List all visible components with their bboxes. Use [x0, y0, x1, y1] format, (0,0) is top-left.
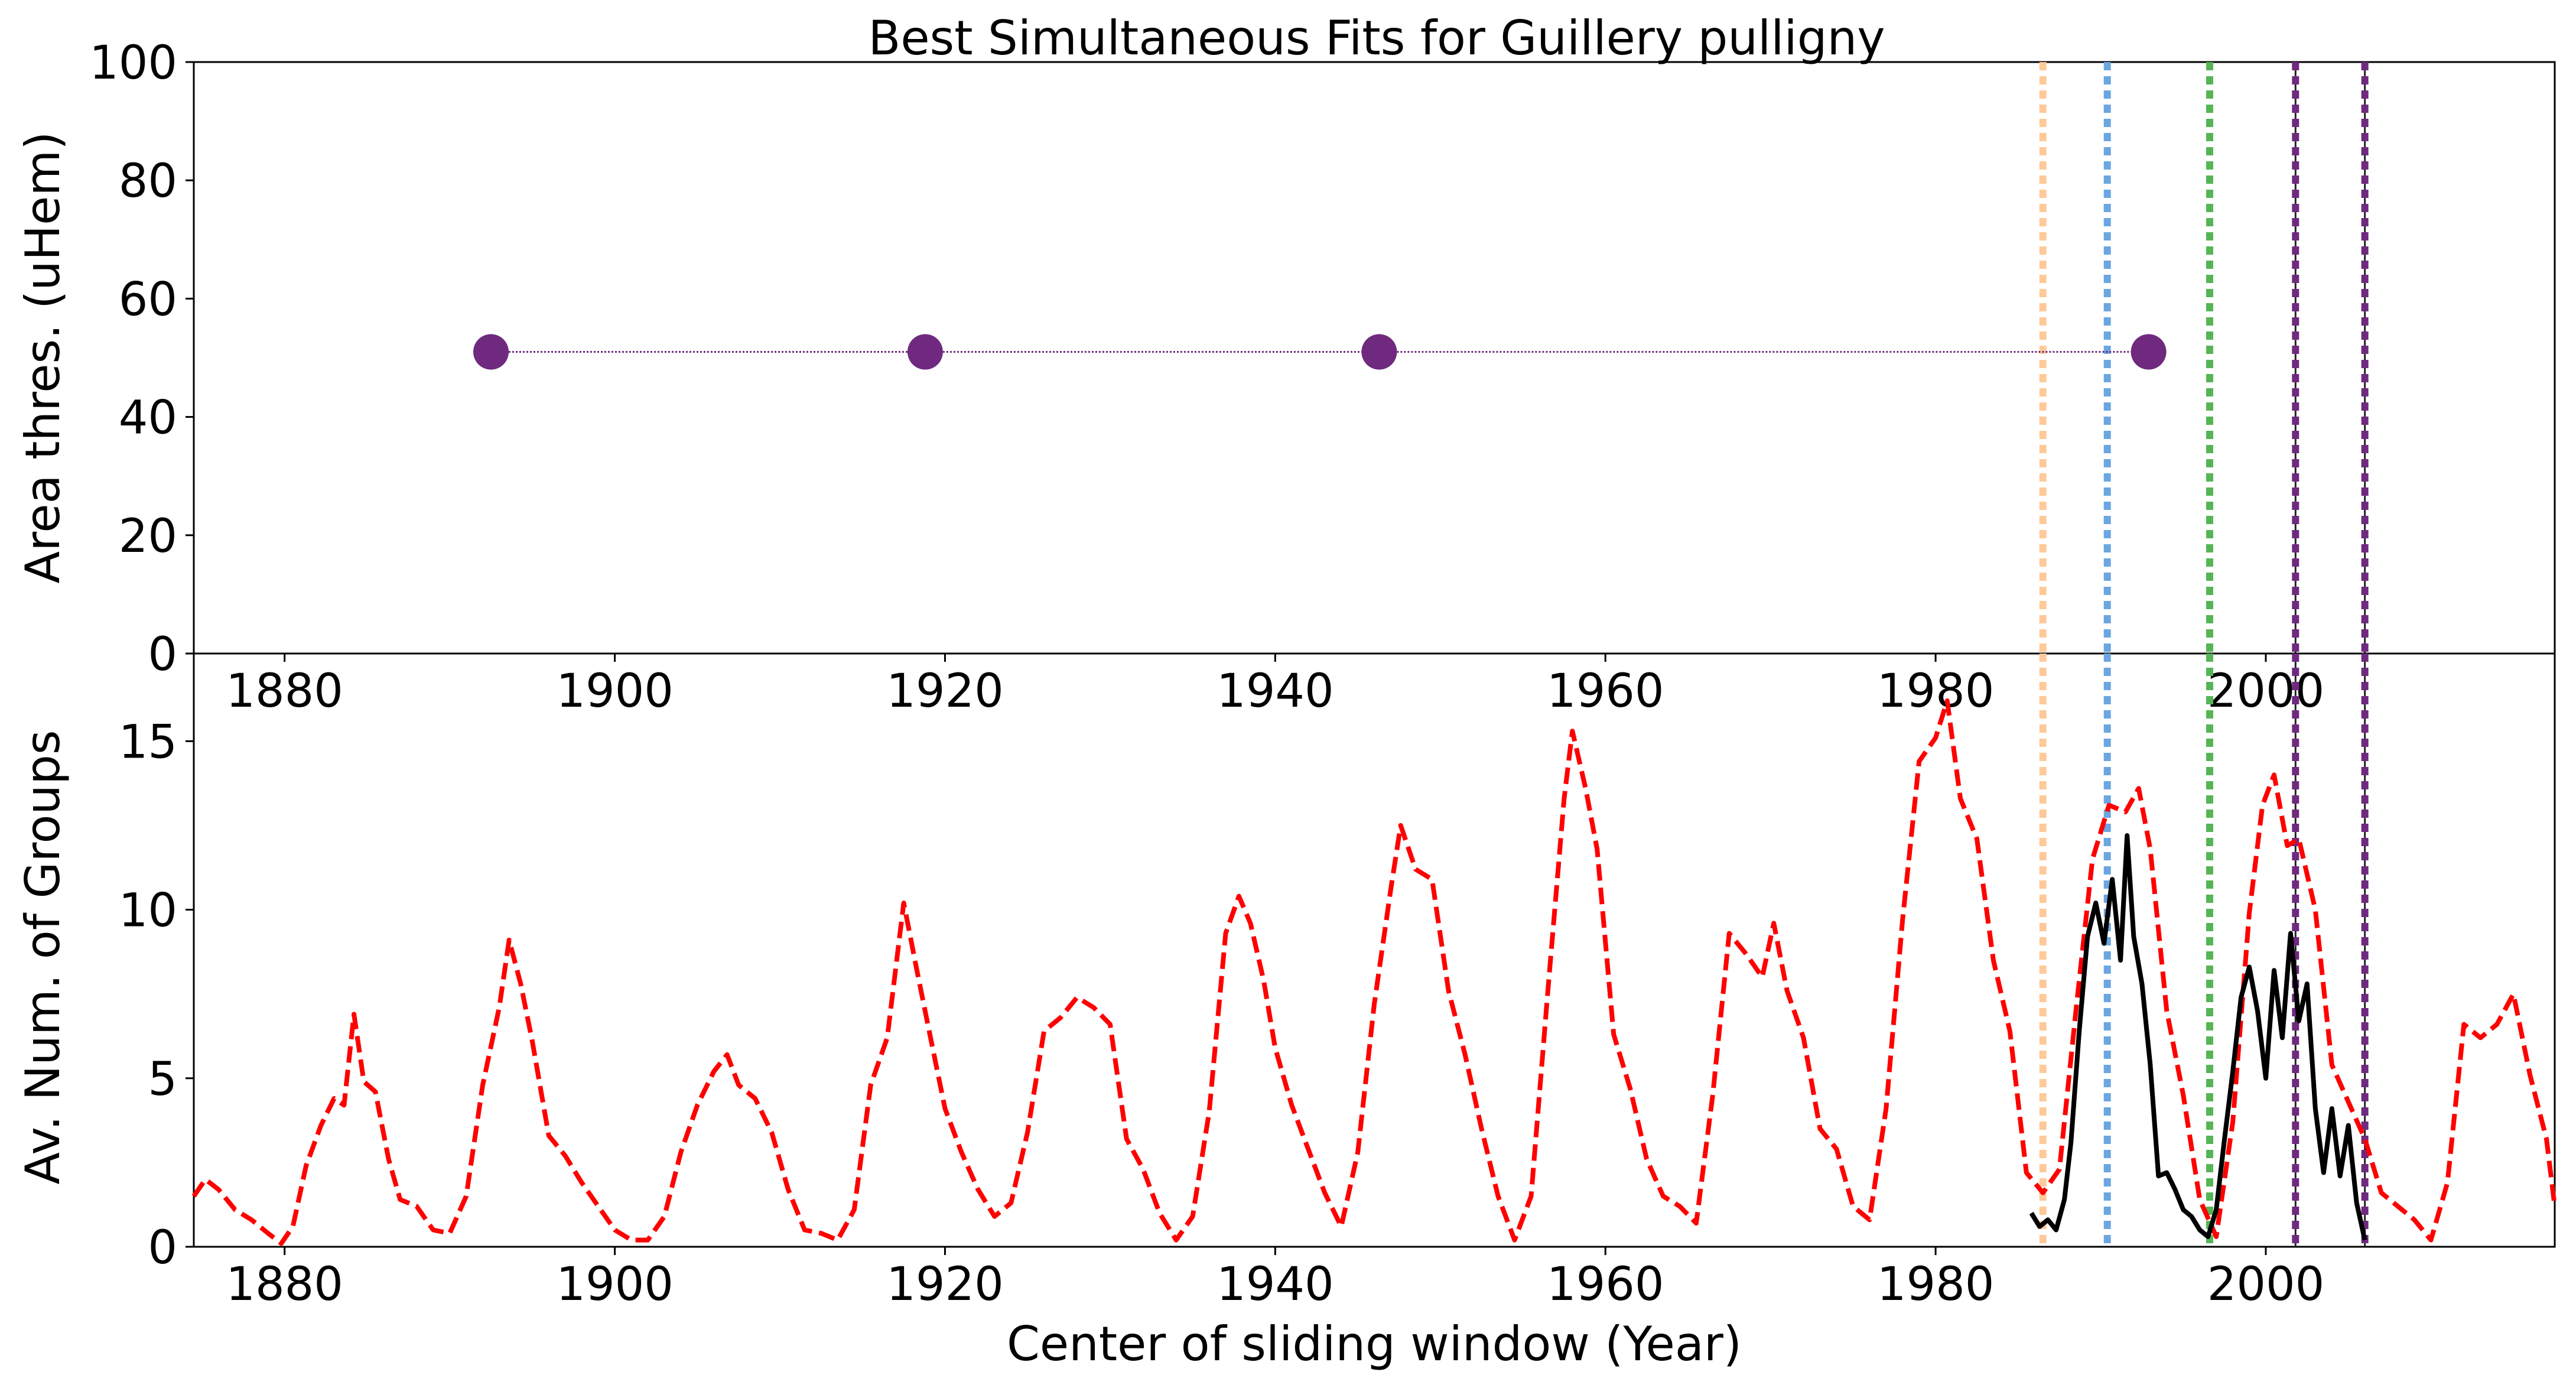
- top-y-tick-label: 80: [119, 155, 177, 208]
- bottom-x-tick-label: 1940: [1217, 1258, 1334, 1311]
- top-y-tick-label: 0: [148, 628, 177, 681]
- bottom-x-tick-label: 1980: [1877, 1258, 1995, 1311]
- top-vertical-markers: [2039, 62, 2369, 654]
- top-points: [473, 334, 2167, 370]
- bottom-y-tick-label: 5: [148, 1053, 177, 1106]
- bottom-y-axis-label: Av. Num. of Groups: [15, 730, 70, 1184]
- top-y-tick-label: 60: [119, 273, 177, 326]
- top-y-axis-label: Area thres. (uHem): [15, 132, 70, 584]
- bottom-x-tick-label: 1880: [226, 1258, 343, 1311]
- top-x-tick-label: 1980: [1877, 665, 1995, 718]
- bottom-vertical-markers: [2039, 654, 2369, 1247]
- top-y-ticks: 0 20 40 60 80 100: [89, 37, 194, 681]
- bottom-y-ticks: 0 5 10 15: [119, 716, 194, 1275]
- bottom-y-tick-label: 15: [119, 716, 177, 769]
- bottom-y-tick-label: 0: [148, 1221, 177, 1275]
- top-point: [473, 334, 509, 370]
- bottom-y-tick-label: 10: [119, 885, 177, 938]
- top-x-tick-label: 1940: [1217, 665, 1334, 718]
- chart-title: Best Simultaneous Fits for Guillery pull…: [868, 11, 1885, 66]
- bottom-series-dashed: [191, 698, 2557, 1246]
- top-y-tick-label: 100: [89, 37, 177, 90]
- top-x-ticks: 1880 1900 1920 1940 1960 1980 2000: [226, 654, 2324, 718]
- top-x-tick-label: 1900: [556, 665, 674, 718]
- bottom-plot-frame: [193, 652, 2556, 1248]
- bottom-x-axis-label: Center of sliding window (Year): [1007, 1317, 1742, 1371]
- top-point: [1361, 334, 1397, 370]
- top-panel: Area thres. (uHem) 1880 1900 1920 1940 1960 1…: [15, 37, 2556, 718]
- bottom-x-tick-label: 1960: [1547, 1258, 1664, 1311]
- bottom-series-solid: [2029, 833, 2367, 1241]
- top-point: [2131, 334, 2167, 370]
- top-y-tick-label: 20: [119, 510, 177, 563]
- top-x-tick-label: 1880: [226, 665, 343, 718]
- top-x-tick-label: 1920: [886, 665, 1004, 718]
- bottom-x-ticks: 1880 1900 1920 1940 1960 1980 2000: [226, 1247, 2324, 1311]
- top-x-tick-label: 2000: [2207, 665, 2325, 718]
- bottom-x-tick-label: 1900: [556, 1258, 674, 1311]
- bottom-x-tick-label: 1920: [886, 1258, 1004, 1311]
- top-x-tick-label: 1960: [1547, 665, 1664, 718]
- top-point: [907, 334, 943, 370]
- bottom-panel: Av. Num. of Groups Center of sliding win…: [15, 652, 2557, 1371]
- bottom-series: [191, 698, 2557, 1246]
- top-y-tick-label: 40: [119, 392, 177, 445]
- bottom-x-tick-label: 2000: [2207, 1258, 2325, 1311]
